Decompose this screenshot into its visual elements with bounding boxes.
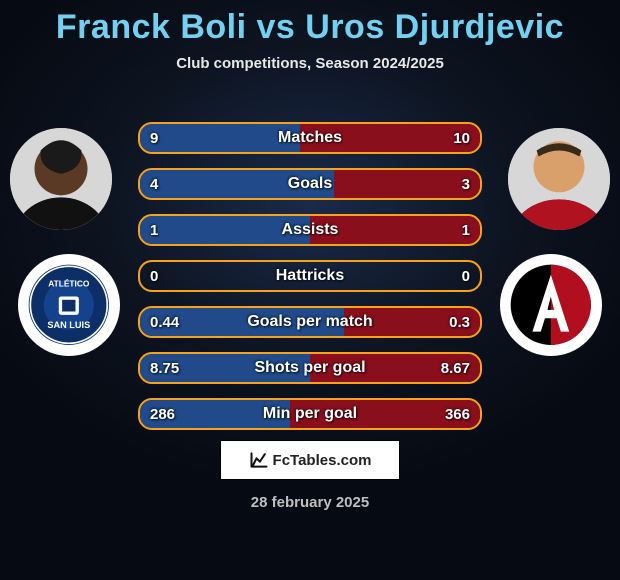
svg-text:ATLÉTICO: ATLÉTICO [48,279,90,289]
date-text: 28 february 2025 [0,494,620,511]
player-right-avatar [508,128,610,230]
stat-label: Matches [140,129,480,147]
svg-text:SAN LUIS: SAN LUIS [48,320,91,330]
stat-value-right: 1 [462,222,470,239]
fctables-logo: FcTables.com [220,440,400,480]
comparison-card: Franck Boli vs Uros Djurdjevic Club comp… [0,0,620,580]
stat-value-right: 3 [462,176,470,193]
stat-value-right: 0.3 [449,314,470,331]
player-right-avatar-svg [508,128,610,230]
stat-row: 9Matches10 [138,122,482,154]
stat-label: Goals per match [140,313,480,331]
stat-value-right: 10 [453,130,470,147]
stat-label: Min per goal [140,405,480,423]
subtitle: Club competitions, Season 2024/2025 [0,55,620,72]
stat-value-right: 8.67 [441,360,470,377]
stats-bars: 9Matches104Goals31Assists10Hattricks00.4… [138,122,482,444]
player-left-avatar [10,128,112,230]
stat-value-right: 0 [462,268,470,285]
stat-label: Goals [140,175,480,193]
stat-row: 8.75Shots per goal8.67 [138,352,482,384]
stat-row: 1Assists1 [138,214,482,246]
player-left-avatar-svg [10,128,112,230]
stat-row: 4Goals3 [138,168,482,200]
stat-label: Hattricks [140,267,480,285]
stat-label: Shots per goal [140,359,480,377]
stat-label: Assists [140,221,480,239]
page-title: Franck Boli vs Uros Djurdjevic [0,0,620,47]
player-right-club-badge [500,254,602,356]
fctables-mark-icon [249,450,269,470]
stat-row: 286Min per goal366 [138,398,482,430]
stat-row: 0Hattricks0 [138,260,482,292]
stat-row: 0.44Goals per match0.3 [138,306,482,338]
player-left-club-badge: ATLÉTICO SAN LUIS [18,254,120,356]
stat-value-right: 366 [445,406,470,423]
fctables-logo-text: FcTables.com [273,452,372,469]
